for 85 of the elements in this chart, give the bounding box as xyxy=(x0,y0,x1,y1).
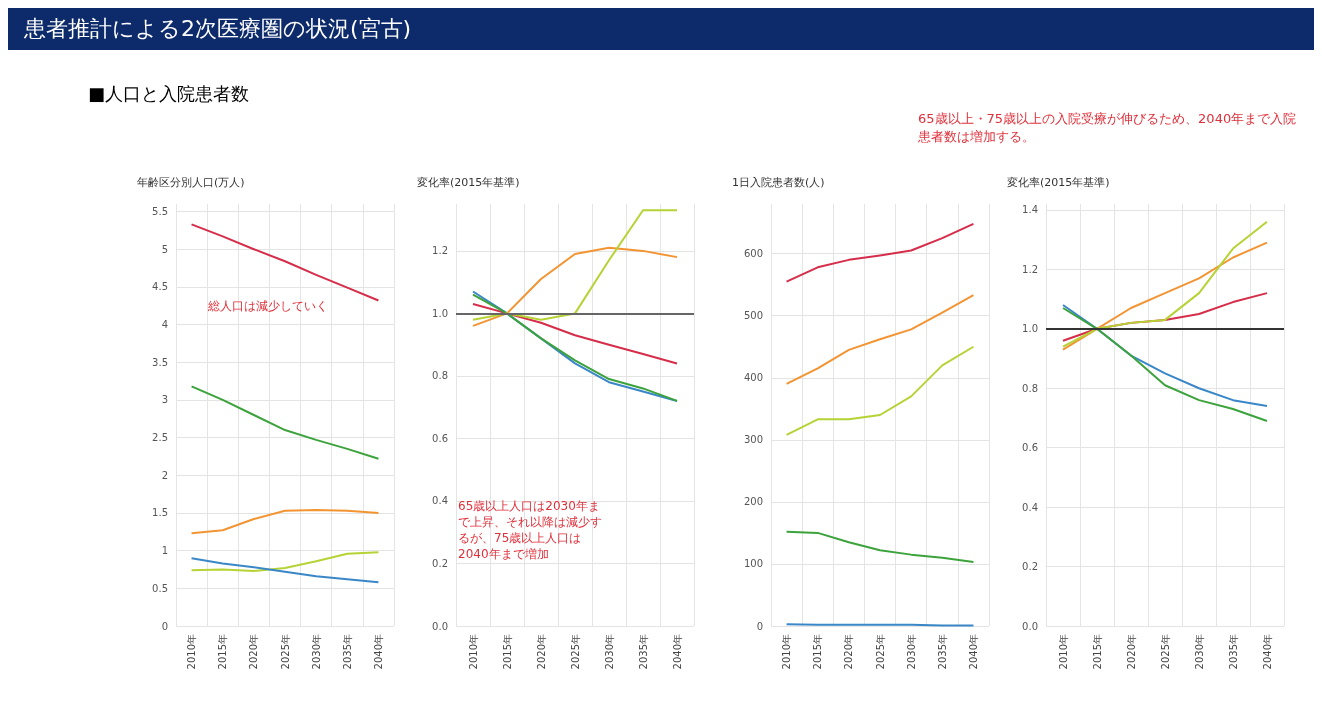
y-tick-label: 1.0 xyxy=(432,307,448,319)
line-series xyxy=(190,508,380,535)
y-tick-label: 300 xyxy=(743,434,763,446)
line-series xyxy=(472,246,678,327)
y-tick-label: 0.8 xyxy=(432,370,448,382)
x-tick-label: 2025年 xyxy=(1159,634,1171,670)
y-axis-title: 変化率(2015年基準) xyxy=(1007,176,1110,189)
chart-subtitle: ■人口と入院患者数 xyxy=(88,82,250,106)
x-tick-label: 2010年 xyxy=(1057,634,1069,670)
y-tick-label: 0 xyxy=(756,620,763,632)
x-tick-label: 2040年 xyxy=(671,634,683,670)
y-axis-title: 1日入院患者数(人) xyxy=(732,176,825,189)
y-tick-label: 1.5 xyxy=(152,507,168,519)
annotation: 65歳以上人口は2030年まで上昇、それ以降は減少するが、75歳以上人口は2040年まで増加 xyxy=(458,499,602,561)
x-tick-label: 2035年 xyxy=(637,634,649,670)
line-series xyxy=(785,222,975,283)
line-series xyxy=(472,303,678,365)
x-tick-label: 2035年 xyxy=(341,634,353,670)
y-tick-label: 3 xyxy=(161,394,168,406)
x-tick-label: 2015年 xyxy=(1091,634,1103,670)
line-series xyxy=(190,385,380,460)
y-tick-label: 5.5 xyxy=(152,206,168,218)
x-tick-label: 2020年 xyxy=(535,634,547,670)
y-tick-label: 1.4 xyxy=(1022,204,1038,216)
x-tick-label: 2020年 xyxy=(1125,634,1137,670)
x-tick-label: 2025年 xyxy=(569,634,581,670)
y-tick-label: 0.4 xyxy=(432,495,448,507)
y-tick-label: 0.6 xyxy=(1022,442,1038,454)
x-tick-label: 2030年 xyxy=(1193,634,1205,670)
x-tick-label: 2035年 xyxy=(936,634,948,670)
line-series xyxy=(472,209,678,321)
y-tick-label: 0.0 xyxy=(1022,620,1038,632)
text: 65歳以上・75歳以上の入院受療が伸びるため、2040年まで入院患者数は増加する。 xyxy=(918,110,1298,146)
y-tick-label: 100 xyxy=(743,558,763,570)
y-tick-label: 200 xyxy=(743,496,763,508)
y-tick-label: 0.6 xyxy=(432,432,448,444)
x-tick-label: 2025年 xyxy=(874,634,886,670)
y-tick-label: 0.5 xyxy=(152,582,168,594)
x-tick-label: 2040年 xyxy=(1261,634,1273,670)
annotation: 総人口は減少していく xyxy=(207,299,328,313)
y-tick-label: 0.2 xyxy=(432,557,448,569)
y-tick-label: 0.4 xyxy=(1022,501,1038,513)
x-tick-label: 2040年 xyxy=(372,634,384,670)
x-tick-label: 2030年 xyxy=(310,634,322,670)
line-series xyxy=(1062,220,1268,348)
y-tick-label: 400 xyxy=(743,372,763,384)
y-tick-label: 2 xyxy=(161,469,168,481)
line-series xyxy=(785,294,975,385)
x-tick-label: 2020年 xyxy=(843,634,855,670)
y-tick-label: 5 xyxy=(161,243,168,255)
x-tick-label: 2010年 xyxy=(467,634,479,670)
y-tick-label: 0 xyxy=(161,620,168,632)
y-tick-label: 600 xyxy=(743,248,763,260)
y-axis-title: 変化率(2015年基準) xyxy=(417,176,520,189)
x-tick-label: 2015年 xyxy=(812,634,824,670)
line-series xyxy=(190,551,380,572)
x-tick-label: 2025年 xyxy=(279,634,291,670)
x-tick-label: 2015年 xyxy=(501,634,513,670)
x-tick-label: 2035年 xyxy=(1227,634,1239,670)
line-series xyxy=(190,223,380,302)
y-tick-label: 4 xyxy=(161,319,168,331)
chart-title: 患者推計による2次医療圏の状況(宮古) xyxy=(8,8,1314,50)
y-axis-title: 年齢区分別人口(万人) xyxy=(137,176,245,189)
line-series xyxy=(785,530,975,564)
y-tick-label: 1.0 xyxy=(1022,323,1038,335)
y-tick-label: 4.5 xyxy=(152,281,168,293)
line-series xyxy=(190,557,380,584)
x-tick-label: 2015年 xyxy=(217,634,229,670)
y-tick-label: 0.8 xyxy=(1022,382,1038,394)
line-series xyxy=(1062,241,1268,351)
x-tick-label: 2010年 xyxy=(781,634,793,670)
line-series xyxy=(785,345,975,436)
y-tick-label: 1 xyxy=(161,545,168,557)
y-tick-label: 0.0 xyxy=(432,620,448,632)
y-tick-label: 3.5 xyxy=(152,356,168,368)
y-tick-label: 0.2 xyxy=(1022,561,1038,573)
y-tick-label: 1.2 xyxy=(432,245,448,257)
x-tick-label: 2040年 xyxy=(967,634,979,670)
x-tick-label: 2030年 xyxy=(603,634,615,670)
y-tick-label: 500 xyxy=(743,310,763,322)
x-tick-label: 2020年 xyxy=(248,634,260,670)
y-tick-label: 1.2 xyxy=(1022,263,1038,275)
y-tick-label: 2.5 xyxy=(152,432,168,444)
x-tick-label: 2010年 xyxy=(186,634,198,670)
x-tick-label: 2030年 xyxy=(905,634,917,670)
